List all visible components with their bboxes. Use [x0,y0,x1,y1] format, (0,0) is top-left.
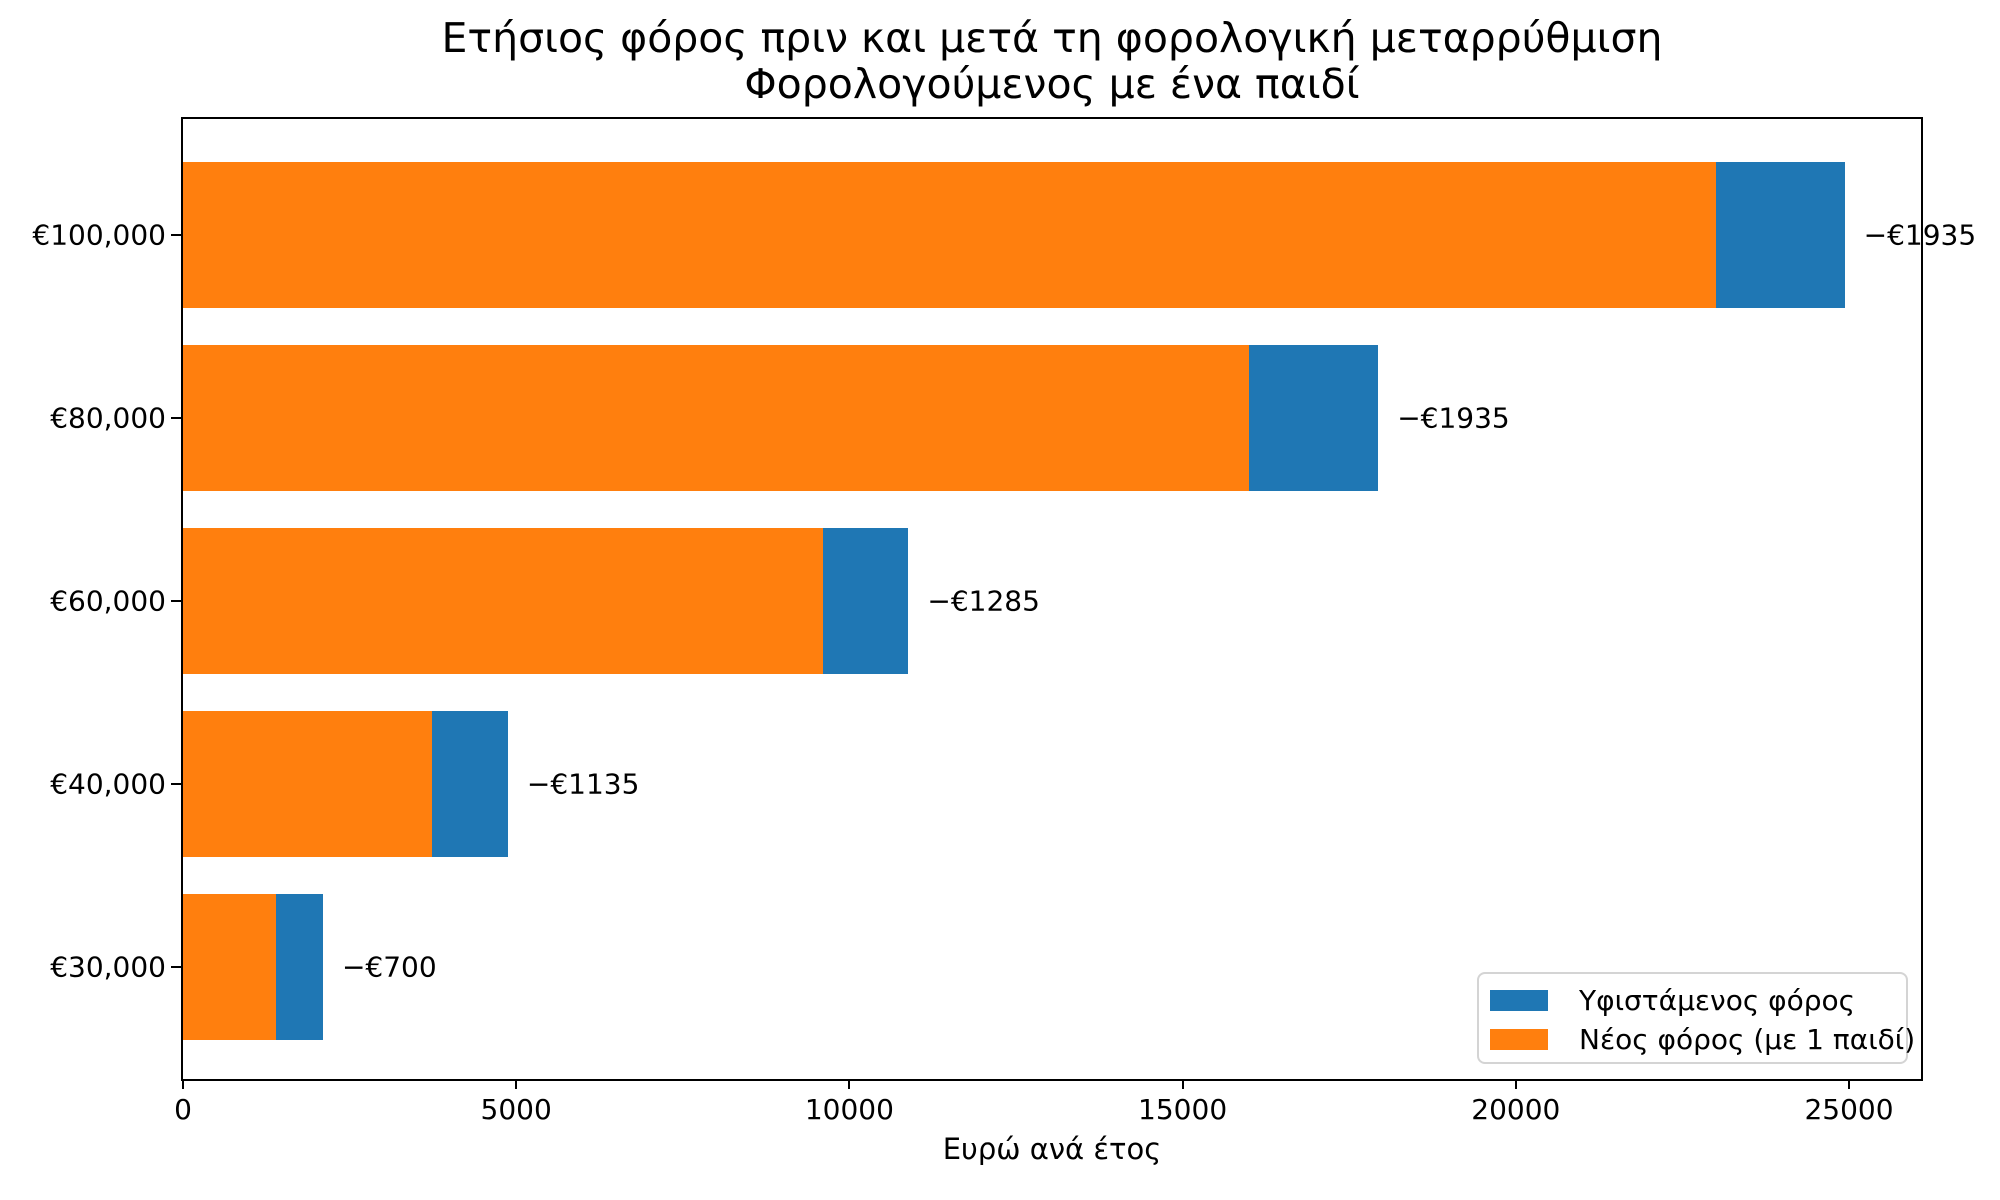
y-tick-mark-4 [171,783,181,785]
y-tick-mark-3 [171,600,181,602]
bar-annotation-5: −€700 [341,950,437,984]
x-tick-label-15000: 15000 [1138,1093,1228,1126]
x-tick-mark-20000 [1514,1079,1517,1089]
y-tick-label-3: €60,000 [50,584,166,618]
y-tick-label-1: €100,000 [32,218,166,252]
legend-patch-existing-tax [1490,990,1548,1011]
x-tick-label-5000: 5000 [480,1093,552,1126]
bar-annotation-2: −€1935 [1397,401,1510,435]
bar-annotation-3: −€1285 [927,584,1040,618]
y-tick-mark-2 [171,417,181,419]
x-tick-label-25000: 25000 [1804,1093,1894,1126]
bar-new-tax-5 [183,894,277,1040]
x-tick-label-10000: 10000 [804,1093,894,1126]
bar-new-tax-3 [183,528,823,674]
legend-row-existing-tax: Υφιστάμενος φόρος [1490,981,1906,1020]
x-axis-label: Ευρώ ανά έτος [942,1132,1162,1166]
x-tick-mark-0 [182,1079,184,1089]
legend-label-new-tax: Νέος φόρος (με 1 παιδί) [1579,1023,1916,1056]
x-tick-mark-25000 [1848,1079,1850,1089]
chart-title-line2: Φορολογούμενος με ένα παιδί [744,59,1360,108]
y-tick-mark-1 [171,234,181,236]
x-tick-mark-10000 [848,1079,851,1089]
chart-title: Ετήσιος φόρος πριν και μετά τη φορολογικ… [181,14,1923,108]
bar-new-tax-2 [183,345,1250,491]
x-tick-label-0: 0 [174,1093,192,1126]
x-tick-mark-5000 [515,1079,518,1089]
x-tick-mark-15000 [1181,1079,1184,1089]
bar-new-tax-1 [183,162,1716,308]
legend-patch-new-tax [1490,1029,1548,1050]
legend-row-new-tax: Νέος φόρος (με 1 παιδί) [1490,1020,1915,1059]
y-tick-label-4: €40,000 [50,767,166,801]
y-tick-label-5: €30,000 [50,950,166,984]
chart-title-line1: Ετήσιος φόρος πριν και μετά τη φορολογικ… [441,14,1663,62]
y-tick-mark-5 [171,966,181,968]
x-tick-label-20000: 20000 [1471,1093,1561,1126]
legend-label-existing-tax: Υφιστάμενος φόρος [1579,984,1856,1017]
bar-new-tax-4 [183,711,433,857]
bar-annotation-1: −€1935 [1863,218,1977,252]
bar-annotation-4: −€1135 [526,767,640,801]
plot-area [181,117,1923,1081]
y-tick-label-2: €80,000 [50,401,166,435]
legend: Υφιστάμενος φόρος Νέος φόρος (με 1 παιδί… [1477,972,1915,1064]
